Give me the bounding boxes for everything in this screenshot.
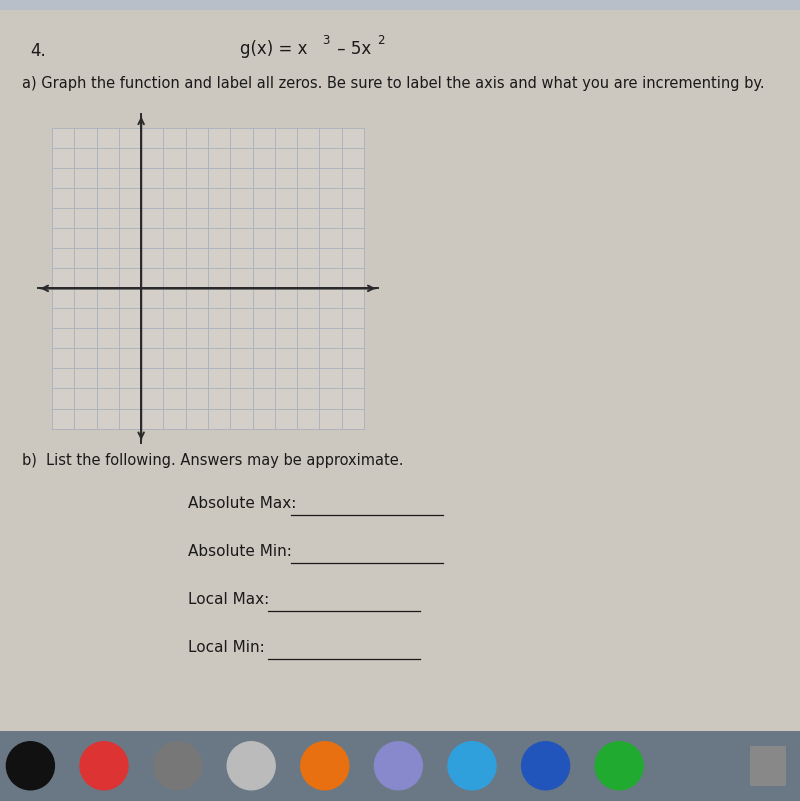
FancyBboxPatch shape	[52, 128, 364, 429]
Text: Local Min:: Local Min:	[188, 640, 265, 654]
Circle shape	[301, 742, 349, 790]
Text: a) Graph the function and label all zeros. Be sure to label the axis and what yo: a) Graph the function and label all zero…	[22, 76, 765, 91]
Circle shape	[227, 742, 275, 790]
Text: Absolute Max:: Absolute Max:	[188, 496, 296, 510]
Circle shape	[6, 742, 54, 790]
Text: b)  List the following. Answers may be approximate.: b) List the following. Answers may be ap…	[22, 453, 404, 468]
Circle shape	[448, 742, 496, 790]
FancyBboxPatch shape	[0, 731, 800, 801]
FancyBboxPatch shape	[0, 0, 800, 10]
Circle shape	[80, 742, 128, 790]
FancyBboxPatch shape	[750, 746, 786, 786]
Text: 4.: 4.	[30, 42, 46, 59]
Circle shape	[154, 742, 202, 790]
Circle shape	[595, 742, 643, 790]
Circle shape	[522, 742, 570, 790]
Circle shape	[374, 742, 422, 790]
Text: Local Max:: Local Max:	[188, 592, 270, 606]
Text: g(x) = x: g(x) = x	[240, 40, 307, 58]
Text: 2: 2	[378, 34, 385, 46]
Text: – 5x: – 5x	[332, 40, 371, 58]
Text: Absolute Min:: Absolute Min:	[188, 544, 292, 558]
Text: 3: 3	[322, 34, 330, 46]
